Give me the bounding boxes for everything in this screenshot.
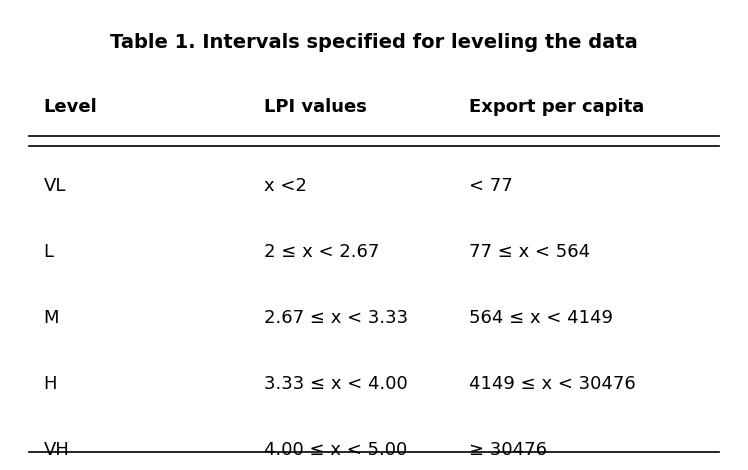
Text: x <2: x <2	[264, 177, 307, 196]
Text: 77 ≤ x < 564: 77 ≤ x < 564	[470, 243, 591, 261]
Text: 3.33 ≤ x < 4.00: 3.33 ≤ x < 4.00	[264, 375, 408, 393]
Text: < 77: < 77	[470, 177, 513, 196]
Text: VL: VL	[43, 177, 66, 196]
Text: ≥ 30476: ≥ 30476	[470, 441, 548, 459]
Text: VH: VH	[43, 441, 70, 459]
Text: Table 1. Intervals specified for leveling the data: Table 1. Intervals specified for levelin…	[110, 33, 638, 52]
Text: 4149 ≤ x < 30476: 4149 ≤ x < 30476	[470, 375, 637, 393]
Text: M: M	[43, 309, 59, 327]
Text: Export per capita: Export per capita	[470, 98, 645, 116]
Text: 2.67 ≤ x < 3.33: 2.67 ≤ x < 3.33	[264, 309, 408, 327]
Text: 564 ≤ x < 4149: 564 ≤ x < 4149	[470, 309, 613, 327]
Text: LPI values: LPI values	[264, 98, 367, 116]
Text: L: L	[43, 243, 54, 261]
Text: 4.00 ≤ x < 5.00: 4.00 ≤ x < 5.00	[264, 441, 407, 459]
Text: H: H	[43, 375, 57, 393]
Text: Level: Level	[43, 98, 97, 116]
Text: 2 ≤ x < 2.67: 2 ≤ x < 2.67	[264, 243, 379, 261]
